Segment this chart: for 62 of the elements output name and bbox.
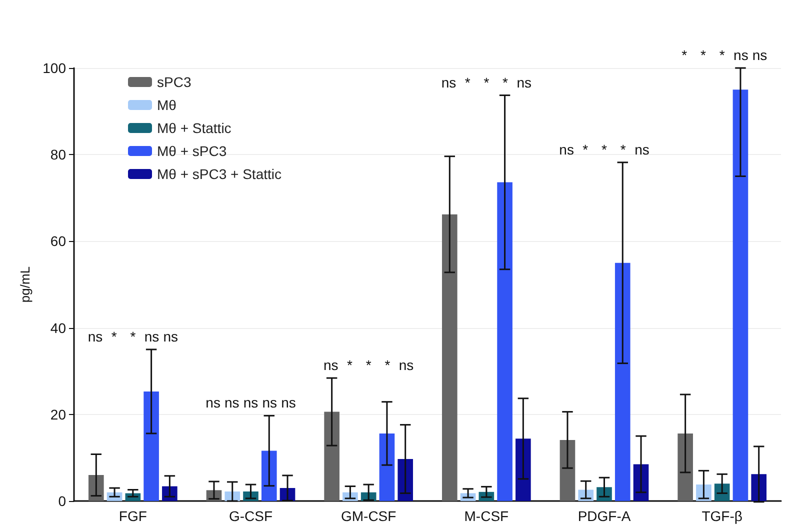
annotation: * bbox=[384, 357, 391, 374]
annotation: ns bbox=[262, 394, 277, 411]
x-tick-label: G-CSF bbox=[228, 508, 273, 524]
annotation: * bbox=[347, 357, 354, 374]
y-tick-label: 20 bbox=[50, 406, 66, 422]
annotation: ns bbox=[224, 394, 240, 411]
legend-label: Mθ + sPC3 + Stattic bbox=[157, 166, 282, 182]
annotation: * bbox=[620, 141, 626, 158]
annotation: ns bbox=[144, 328, 160, 344]
bar bbox=[144, 391, 159, 501]
annotation: ns bbox=[516, 74, 532, 90]
bar bbox=[614, 262, 630, 501]
x-tick-label: TGF-β bbox=[702, 508, 742, 524]
annotation: ns bbox=[441, 74, 456, 90]
bar bbox=[379, 433, 395, 501]
annotation: ns bbox=[206, 394, 220, 411]
annotation: * bbox=[502, 74, 509, 90]
annotation: * bbox=[366, 357, 372, 374]
text: ns bbox=[752, 47, 768, 63]
y-tick-label: 60 bbox=[50, 233, 66, 250]
y-tick-label: 40 bbox=[50, 320, 66, 336]
text: ns bbox=[734, 47, 748, 63]
bar bbox=[398, 459, 414, 501]
annotation: ns bbox=[88, 328, 103, 344]
annotation: ns bbox=[634, 141, 650, 158]
annotation: * bbox=[464, 74, 471, 90]
legend-label: Mθ + Stattic bbox=[157, 120, 232, 136]
x-tick-label: FGF bbox=[118, 508, 147, 524]
legend-label: Mθ + sPC3 bbox=[157, 143, 227, 159]
annotation: * bbox=[130, 328, 136, 344]
x-tick-label: M-CSF bbox=[464, 508, 509, 524]
annotation: ns bbox=[163, 328, 178, 344]
x-tick-label: GM-CSF bbox=[340, 508, 396, 524]
annotation: ns bbox=[398, 357, 414, 374]
bar bbox=[261, 450, 277, 501]
bar bbox=[516, 438, 531, 501]
x-tick-label: PDGF-A bbox=[578, 508, 632, 524]
text: * bbox=[700, 47, 707, 63]
bar bbox=[497, 182, 512, 501]
bar bbox=[751, 474, 767, 501]
y-tick-label: 100 bbox=[42, 60, 66, 76]
annotation: * bbox=[582, 141, 589, 158]
annotation: ns bbox=[559, 141, 574, 158]
y-tick-label: 0 bbox=[58, 493, 66, 509]
legend-label: Mθ bbox=[157, 97, 177, 113]
bar bbox=[633, 464, 649, 501]
text: * bbox=[719, 47, 726, 63]
annotation: * bbox=[111, 328, 118, 344]
bar bbox=[324, 412, 340, 501]
bar bbox=[732, 90, 748, 501]
bar bbox=[560, 440, 576, 501]
y-axis-title: pg/mL bbox=[18, 266, 33, 303]
annotation: ns bbox=[243, 394, 258, 411]
text: * bbox=[682, 47, 688, 63]
annotation: * bbox=[602, 141, 608, 158]
y-tick-label: 80 bbox=[50, 146, 66, 163]
bar bbox=[442, 214, 458, 501]
annotation: ns bbox=[323, 357, 338, 374]
bar bbox=[678, 433, 693, 501]
annotation: ns bbox=[281, 394, 296, 411]
annotation: * bbox=[484, 74, 490, 90]
legend-label: sPC3 bbox=[157, 74, 192, 90]
